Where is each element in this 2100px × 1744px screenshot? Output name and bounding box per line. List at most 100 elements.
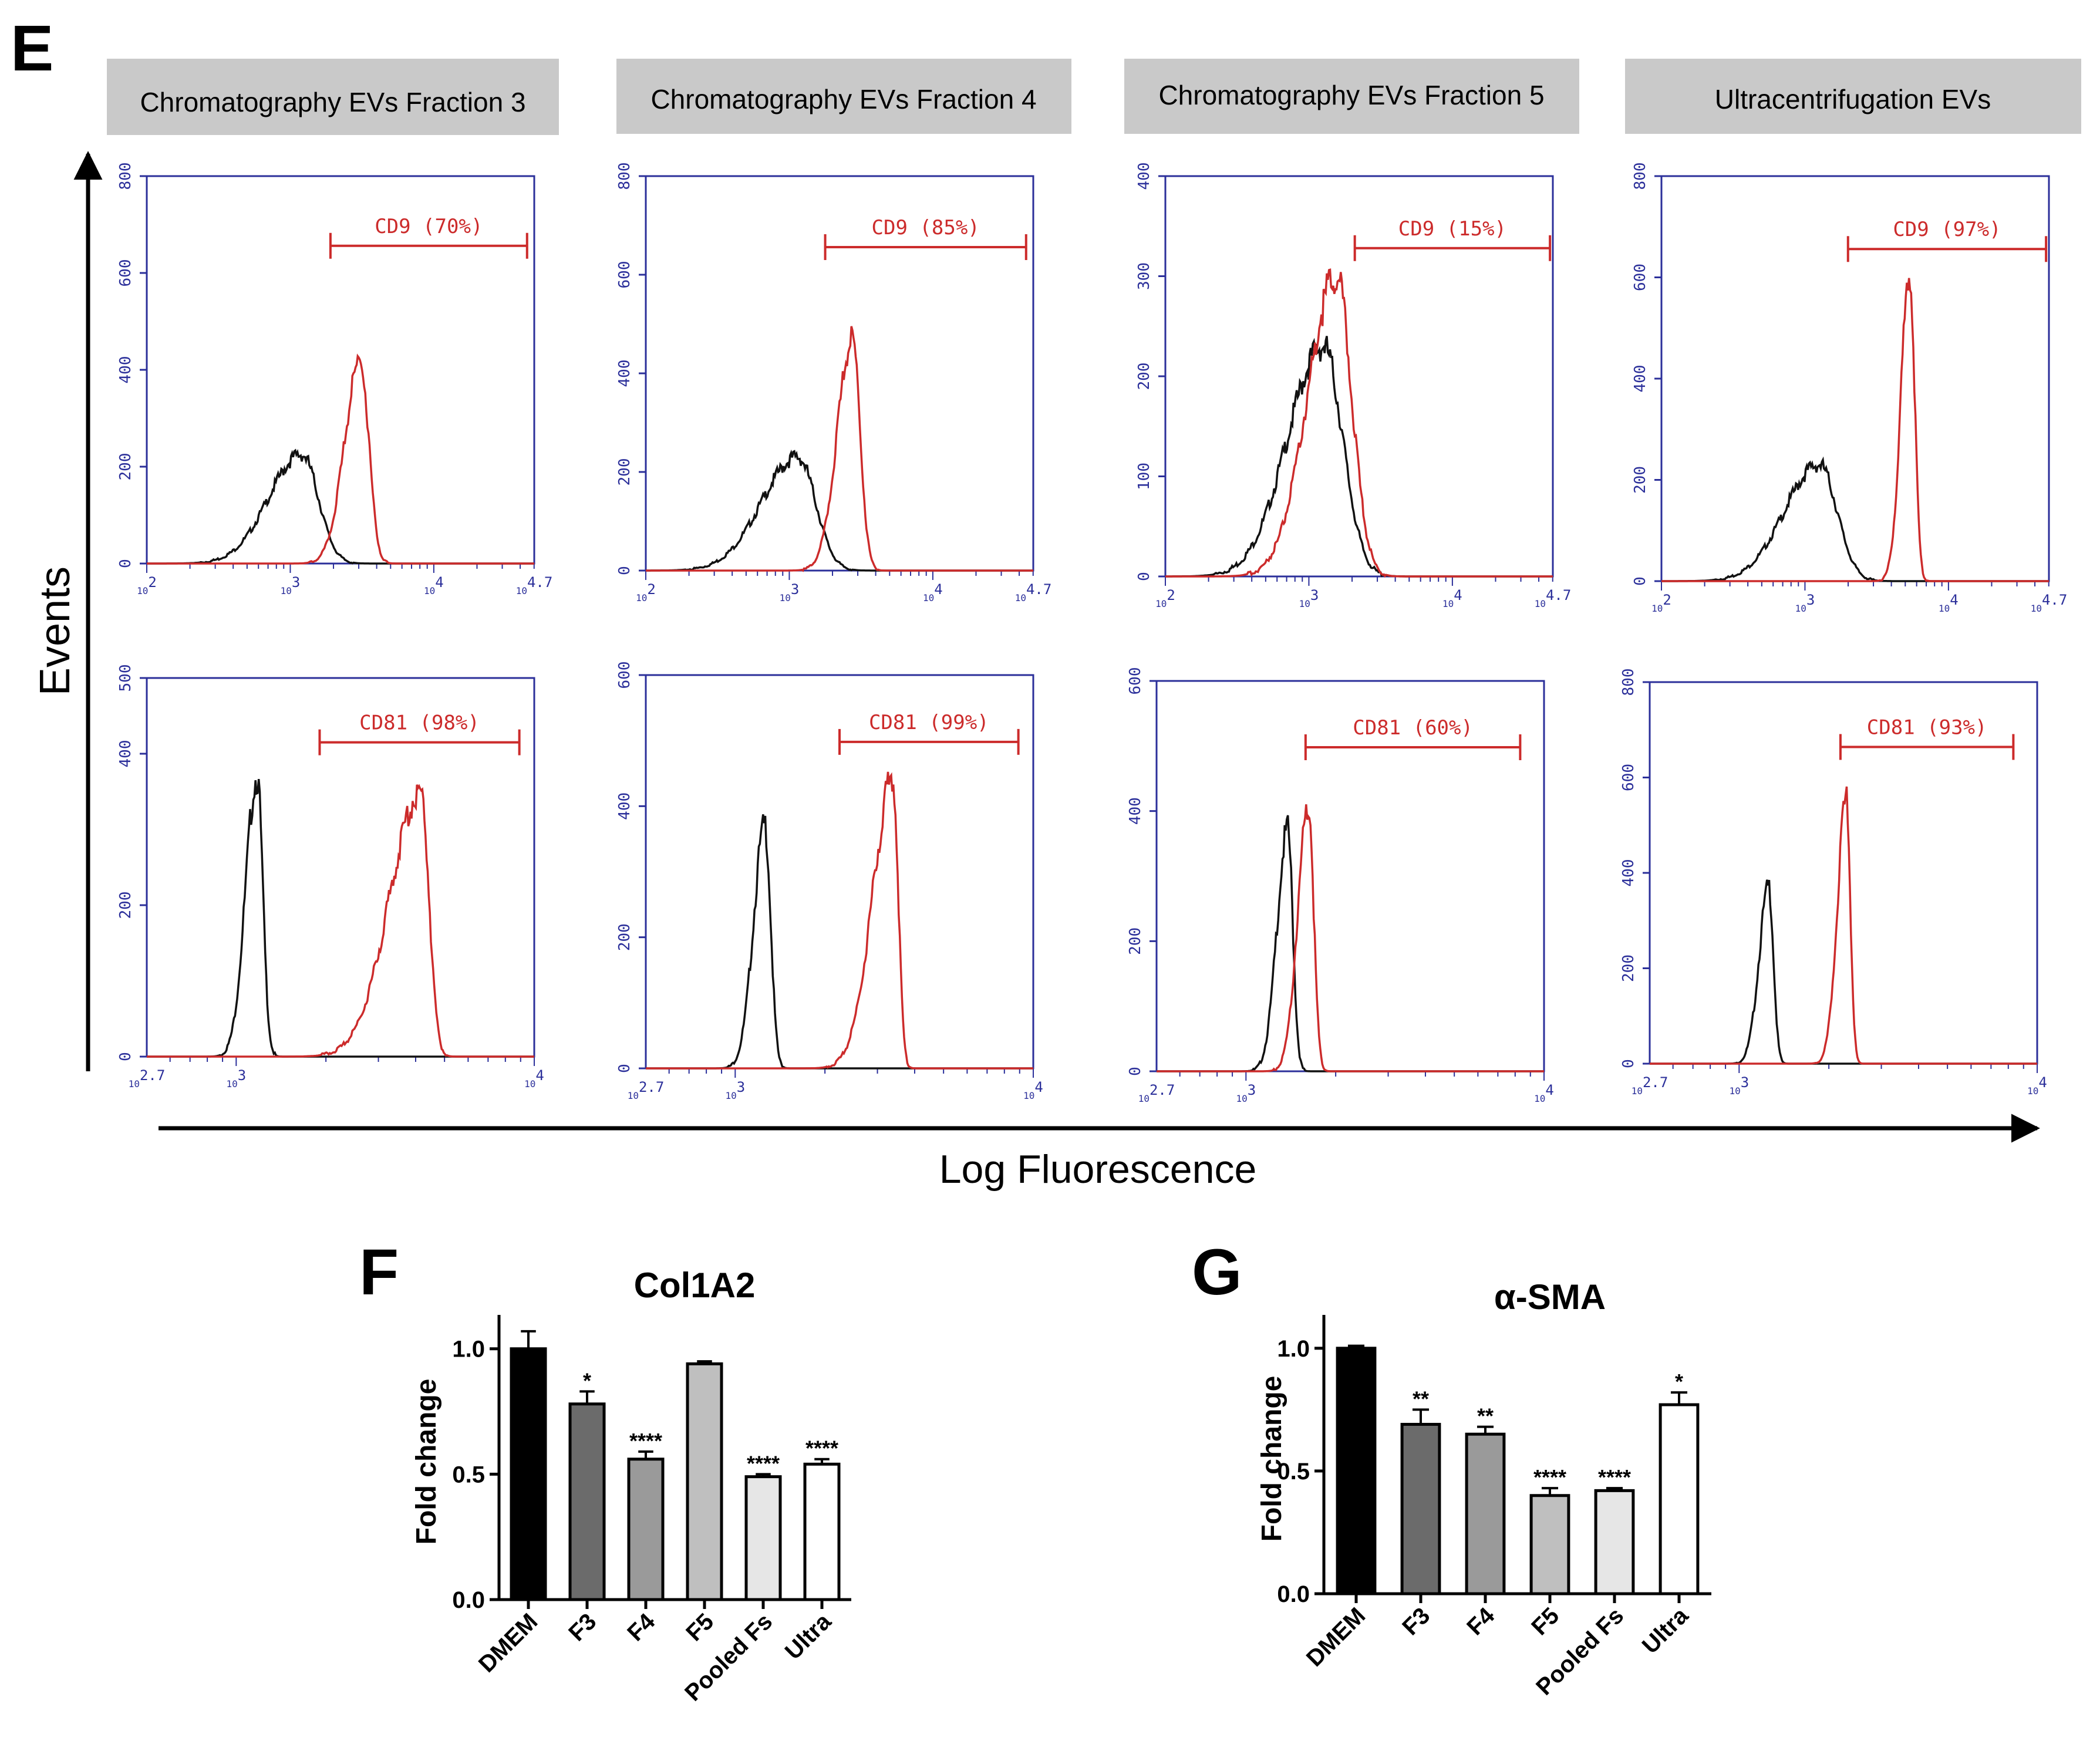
histogram-cd9-fraction4: 0 200 400 600 800 102 103 104 104.7 CD9 (85%) (616, 163, 1051, 603)
category-label-0: DMEM (1302, 1603, 1371, 1672)
gate-label: CD81 (99%) (869, 711, 989, 734)
chart-title: α-SMA (1494, 1277, 1606, 1317)
y-tick-label-0: 0 (1127, 1067, 1144, 1076)
panel-letter-g: G (1192, 1236, 1242, 1308)
y-tick-label-1: 200 (117, 892, 134, 919)
histogram-cd81-fraction3: 0 200 400 500 102.7 103 104 CD81 (98%) (117, 664, 544, 1089)
y-tick-label-2: 1.0 (452, 1337, 485, 1362)
column-header-3: Chromatography EVs Fraction 5 (1124, 59, 1579, 134)
category-label-0: DMEM (474, 1608, 543, 1678)
gate-label: CD9 (70%) (375, 215, 483, 238)
x-tick-label-0: 102.7 (129, 1067, 166, 1089)
x-tick-label-2: 104 (1023, 1079, 1043, 1101)
x-tick-label-1: 103 (780, 581, 800, 603)
bar-4 (744, 1475, 782, 1601)
y-tick-label-2: 400 (117, 356, 134, 384)
category-label-3: F5 (681, 1608, 719, 1646)
y-tick-label-3: 500 (117, 664, 134, 692)
y-tick-label-4: 800 (616, 163, 633, 190)
gate-marker: CD81 (93%) (1839, 716, 2015, 760)
column-header-1-text: Chromatography EVs Fraction 3 (140, 87, 525, 117)
y-tick-label-1: 200 (1632, 466, 1649, 494)
y-tick-label-1: 200 (616, 923, 633, 951)
x-tick-label-0: 102 (1155, 587, 1175, 609)
x-tick-label-1: 103 (1236, 1082, 1256, 1104)
control-histogram-line (1157, 815, 1544, 1072)
x-tick-label-0: 102 (1651, 592, 1671, 614)
fluorescence-axis-label: Log Fluorescence (939, 1147, 1257, 1192)
y-tick-label-1: 0.5 (452, 1462, 485, 1487)
y-tick-label-2: 400 (117, 740, 134, 768)
x-tick-label-2: 104 (1442, 587, 1462, 609)
x-tick-label-0: 102.7 (628, 1079, 665, 1101)
significance-label-4: **** (747, 1451, 780, 1475)
y-tick-label-0: 0.0 (452, 1587, 485, 1613)
y-tick-label-1: 200 (616, 458, 633, 486)
histogram-cd81-fraction4: 0 200 400 600 102.7 103 104 CD81 (99%) (616, 662, 1043, 1101)
category-label-1: F3 (1397, 1603, 1435, 1640)
y-tick-label-0: 0 (1620, 1059, 1637, 1068)
bar-0 (510, 1347, 547, 1601)
x-tick-label-1: 103 (1299, 587, 1319, 609)
gate-label: CD81 (93%) (1867, 716, 1987, 740)
gate-label: CD9 (85%) (872, 216, 980, 239)
y-tick-label-4: 800 (117, 163, 134, 190)
control-histogram-line (1661, 456, 2049, 582)
y-tick-label-2: 400 (1632, 365, 1649, 393)
stained-histogram-line (1650, 786, 2037, 1065)
bar-3 (686, 1362, 723, 1601)
x-tick-label-2: 104 (1534, 1082, 1554, 1104)
control-histogram-line (646, 449, 1033, 572)
bar-5 (803, 1462, 841, 1601)
y-axis-label: Fold change (411, 1379, 442, 1545)
y-tick-label-2: 400 (616, 792, 633, 820)
x-tick-label-1: 103 (725, 1079, 745, 1101)
y-tick-label-1: 200 (117, 453, 134, 481)
gate-label: CD81 (98%) (359, 711, 480, 735)
category-label-2: F4 (1462, 1603, 1500, 1641)
y-tick-label-0: 0 (117, 559, 134, 568)
y-tick-label-1: 200 (1127, 927, 1144, 955)
y-tick-label-1: 200 (1620, 954, 1637, 982)
column-header-3-text: Chromatography EVs Fraction 5 (1158, 80, 1544, 110)
stained-histogram-line (646, 326, 1033, 572)
histogram-cd81-fraction5: 0 200 400 600 102.7 103 104 CD81 (60%) (1127, 667, 1554, 1104)
y-tick-label-2: 400 (1620, 859, 1637, 887)
stained-histogram-line (646, 771, 1033, 1070)
x-tick-label-2: 104 (524, 1067, 544, 1089)
gate-marker: CD81 (99%) (838, 711, 1020, 755)
y-tick-label-3: 600 (1632, 264, 1649, 291)
significance-label-5: * (1675, 1369, 1683, 1394)
category-label-2: F4 (622, 1608, 660, 1647)
gate-marker: CD81 (60%) (1304, 716, 1522, 761)
x-tick-label-0: 102 (137, 574, 157, 596)
significance-label-3: **** (1533, 1465, 1566, 1489)
bar-4 (1594, 1489, 1635, 1595)
x-tick-label-3: 104.7 (516, 574, 553, 596)
histogram-cd81-ultracentrifugation: 0 200 400 600 800 102.7 103 104 CD81 (93%) (1620, 669, 2047, 1097)
y-tick-label-3: 600 (616, 662, 633, 689)
column-header-2-text: Chromatography EVs Fraction 4 (650, 84, 1036, 114)
y-tick-label-0: 0 (1632, 576, 1649, 586)
x-tick-label-3: 104.7 (1015, 581, 1052, 603)
gate-marker: CD9 (70%) (329, 215, 528, 259)
panel-letter-f: F (359, 1236, 399, 1308)
x-tick-label-2: 104 (923, 581, 943, 603)
category-label-5: Ultra (780, 1608, 837, 1665)
x-tick-label-1: 103 (281, 574, 301, 596)
y-tick-label-0: 0 (616, 566, 633, 575)
bar-2 (627, 1458, 665, 1601)
y-tick-label-1: 100 (1135, 463, 1153, 490)
significance-label-4: **** (1598, 1465, 1631, 1489)
y-tick-label-2: 400 (1127, 797, 1144, 825)
y-tick-label-0: 0 (117, 1052, 134, 1061)
y-tick-label-3: 600 (1127, 667, 1144, 695)
control-histogram-line (1165, 336, 1553, 578)
y-tick-label-1: 0.5 (1277, 1459, 1310, 1485)
x-tick-label-0: 102.7 (1632, 1074, 1668, 1097)
y-tick-label-4: 400 (1135, 163, 1153, 190)
stained-histogram-line (147, 784, 534, 1058)
gate-label: CD81 (60%) (1353, 716, 1473, 740)
y-tick-label-0: 0 (1135, 572, 1153, 581)
